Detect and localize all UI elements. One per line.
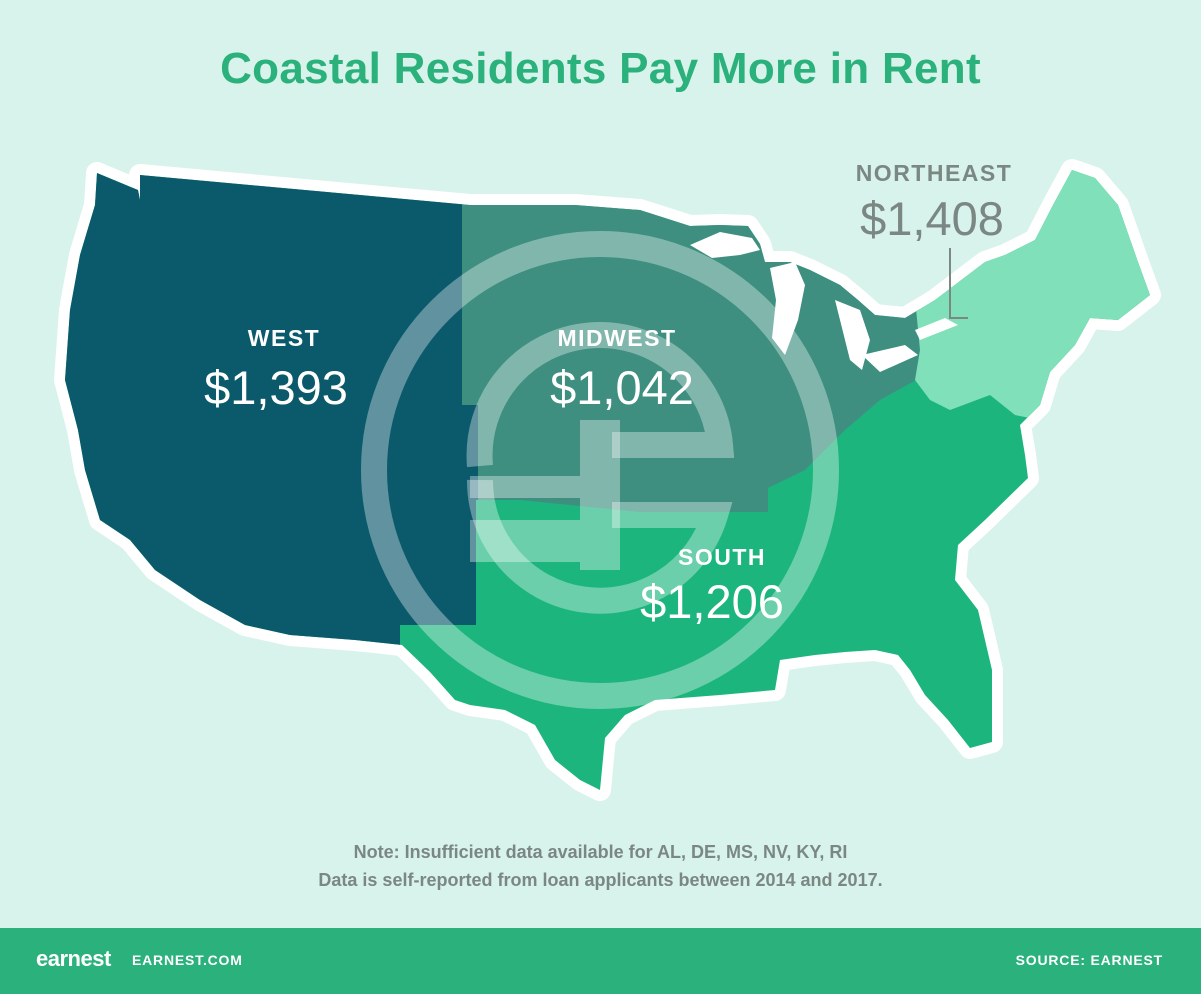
note-data-source: Data is self-reported from loan applican…	[318, 870, 883, 890]
south-value: $1,206	[640, 575, 784, 628]
northeast-label: NORTHEAST	[856, 160, 1013, 186]
west-label: WEST	[248, 325, 320, 351]
great-lakes	[690, 232, 958, 372]
earnest-watermark-bars-icon	[470, 420, 620, 570]
midwest-label: MIDWEST	[557, 325, 676, 351]
note-insufficient-data: Note: Insufficient data available for AL…	[353, 842, 848, 862]
footer-bar: earnest EARNEST.COM SOURCE: EARNEST	[0, 928, 1201, 994]
region-midwest	[462, 195, 920, 512]
page-title: Coastal Residents Pay More in Rent	[220, 44, 981, 93]
earnest-watermark-icon	[361, 231, 839, 709]
midwest-value: $1,042	[550, 361, 694, 414]
site-link[interactable]: EARNEST.COM	[132, 952, 243, 968]
source-credit: SOURCE: EARNEST	[1015, 952, 1163, 968]
south-label: SOUTH	[678, 544, 766, 570]
northeast-value: $1,408	[860, 192, 1004, 245]
earnest-logo[interactable]: earnest	[36, 946, 111, 971]
west-value: $1,393	[204, 361, 348, 414]
northeast-leader-line	[949, 248, 968, 319]
